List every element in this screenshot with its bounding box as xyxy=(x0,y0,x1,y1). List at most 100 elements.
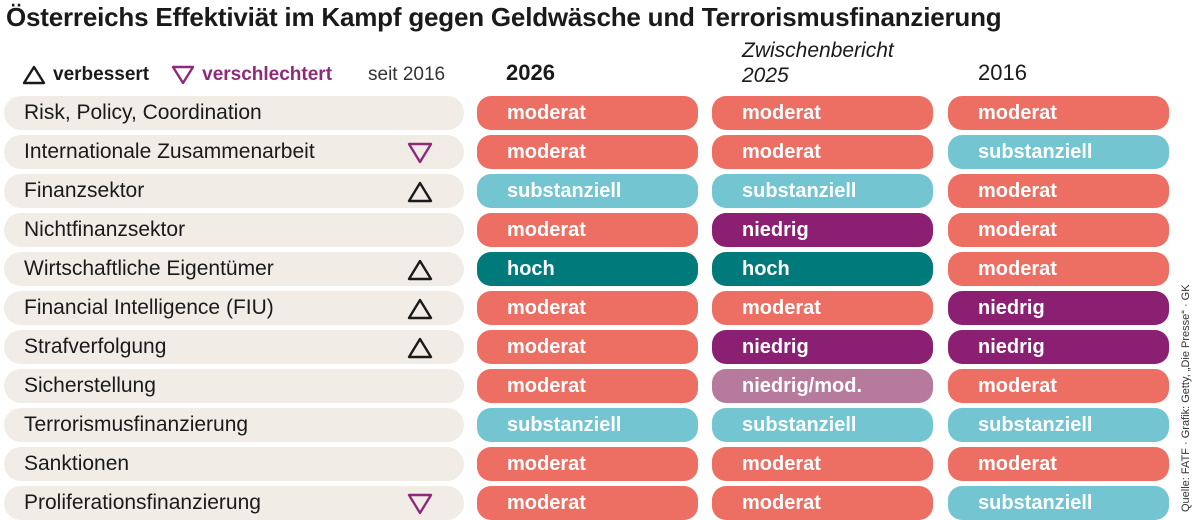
cell-2026: moderat xyxy=(477,96,698,130)
cell-2025: moderat xyxy=(712,291,933,325)
rating-text: moderat xyxy=(742,101,821,124)
legend-improved: verbessert xyxy=(22,64,149,86)
cell-2016: substanziell xyxy=(948,135,1169,169)
triangle-down-icon xyxy=(407,142,433,164)
triangle-up-icon xyxy=(407,298,433,320)
row-label: Risk, Policy, Coordination xyxy=(24,101,262,124)
row-label-pill: Wirtschaftliche Eigentümer xyxy=(4,252,464,286)
source-note: Quelle: FATF · Grafik: Getty, „Die Press… xyxy=(1180,284,1192,512)
rating-text: niedrig xyxy=(742,218,809,241)
rating-text: moderat xyxy=(507,452,586,475)
table-row: Terrorismusfinanzierung substanziell subst… xyxy=(0,408,1200,442)
cell-2016: moderat xyxy=(948,447,1169,481)
triangle-up-icon xyxy=(22,65,46,85)
column-header-2025-line2: 2025 xyxy=(742,64,789,87)
cell-2025: moderat xyxy=(712,96,933,130)
cell-2025: moderat xyxy=(712,447,933,481)
rating-text: niedrig/mod. xyxy=(742,374,862,397)
cell-2025: substanziell xyxy=(712,408,933,442)
row-label-pill: Financial Intelligence (FIU) xyxy=(4,291,464,325)
cell-2016: moderat xyxy=(948,213,1169,247)
row-label-pill: Terrorismusfinanzierung xyxy=(4,408,464,442)
row-label: Sicherstellung xyxy=(24,374,156,397)
row-label: Nichtfinanzsektor xyxy=(24,218,186,241)
column-header-2026: 2026 xyxy=(506,60,555,85)
row-label-pill: Risk, Policy, Coordination xyxy=(4,96,464,130)
cell-2026: moderat xyxy=(477,447,698,481)
rating-text: moderat xyxy=(507,218,586,241)
table-row: Sanktionen moderat moderat moderat xyxy=(0,447,1200,481)
legend: verbessert verschlechtert xyxy=(22,60,332,90)
row-label: Strafverfolgung xyxy=(24,335,167,358)
cell-2025: niedrig xyxy=(712,330,933,364)
row-label-pill: Finanzsektor xyxy=(4,174,464,208)
table-row: Sicherstellung moderat niedrig/mod. moderat xyxy=(0,369,1200,403)
rating-text: substanziell xyxy=(507,179,622,202)
table-row: Financial Intelligence (FIU) moderat moder… xyxy=(0,291,1200,325)
cell-2025: moderat xyxy=(712,486,933,520)
rating-text: moderat xyxy=(978,452,1057,475)
rating-text: moderat xyxy=(507,491,586,514)
cell-2026: moderat xyxy=(477,291,698,325)
triangle-up-icon xyxy=(407,259,433,281)
row-label-pill: Sanktionen xyxy=(4,447,464,481)
column-header-2016: 2016 xyxy=(978,60,1027,85)
row-label: Sanktionen xyxy=(24,452,130,475)
row-label: Internationale Zusammenarbeit xyxy=(24,140,315,163)
rating-text: moderat xyxy=(978,101,1057,124)
rating-text: niedrig xyxy=(742,335,809,358)
row-label-pill: Sicherstellung xyxy=(4,369,464,403)
legend-worsened-label: verschlechtert xyxy=(202,64,333,85)
triangle-down-icon xyxy=(407,493,433,515)
row-label: Terrorismusfinanzierung xyxy=(24,413,249,436)
cell-2016: moderat xyxy=(948,252,1169,286)
table-row: Proliferationsfinanzierung moderat moderat… xyxy=(0,486,1200,520)
rating-text: substanziell xyxy=(978,140,1093,163)
cell-2026: moderat xyxy=(477,330,698,364)
rating-text: moderat xyxy=(978,218,1057,241)
row-label: Financial Intelligence (FIU) xyxy=(24,296,274,319)
cell-2026: moderat xyxy=(477,135,698,169)
cell-2016: moderat xyxy=(948,369,1169,403)
cell-2016: niedrig xyxy=(948,330,1169,364)
cell-2025: niedrig xyxy=(712,213,933,247)
row-label-pill: Internationale Zusammenarbeit xyxy=(4,135,464,169)
rating-text: moderat xyxy=(507,374,586,397)
row-label: Finanzsektor xyxy=(24,179,145,202)
row-label-pill: Strafverfolgung xyxy=(4,330,464,364)
rating-text: moderat xyxy=(978,374,1057,397)
table-row: Nichtfinanzsektor moderat niedrig moderat xyxy=(0,213,1200,247)
legend-since: seit 2016 xyxy=(368,64,446,85)
rating-text: substanziell xyxy=(978,413,1093,436)
rating-text: moderat xyxy=(507,140,586,163)
rating-text: hoch xyxy=(507,257,555,280)
rating-text: moderat xyxy=(742,452,821,475)
rating-text: substanziell xyxy=(742,179,857,202)
rating-text: moderat xyxy=(742,296,821,319)
rating-text: substanziell xyxy=(978,491,1093,514)
cell-2026: moderat xyxy=(477,213,698,247)
rating-text: substanziell xyxy=(507,413,622,436)
table-row: Risk, Policy, Coordination moderat moderat… xyxy=(0,96,1200,130)
cell-2016: moderat xyxy=(948,96,1169,130)
rating-text: moderat xyxy=(507,335,586,358)
cell-2026: hoch xyxy=(477,252,698,286)
cell-2016: substanziell xyxy=(948,486,1169,520)
cell-2025: hoch xyxy=(712,252,933,286)
triangle-down-icon xyxy=(171,65,195,85)
row-label: Wirtschaftliche Eigentümer xyxy=(24,257,274,280)
rating-text: substanziell xyxy=(742,413,857,436)
cell-2025: substanziell xyxy=(712,174,933,208)
cell-2016: niedrig xyxy=(948,291,1169,325)
column-header-2025: Zwischenbericht 2025 xyxy=(742,38,894,88)
cell-2026: substanziell xyxy=(477,174,698,208)
cell-2026: substanziell xyxy=(477,408,698,442)
legend-worsened: verschlechtert xyxy=(171,64,332,86)
cell-2026: moderat xyxy=(477,369,698,403)
legend-improved-label: verbessert xyxy=(53,64,150,85)
rating-text: niedrig xyxy=(978,296,1045,319)
row-label: Proliferationsfinanzierung xyxy=(24,491,261,514)
cell-2025: moderat xyxy=(712,135,933,169)
table-row: Internationale Zusammenarbeit moderat mode… xyxy=(0,135,1200,169)
table-row: Wirtschaftliche Eigentümer hoch hoch modera… xyxy=(0,252,1200,286)
